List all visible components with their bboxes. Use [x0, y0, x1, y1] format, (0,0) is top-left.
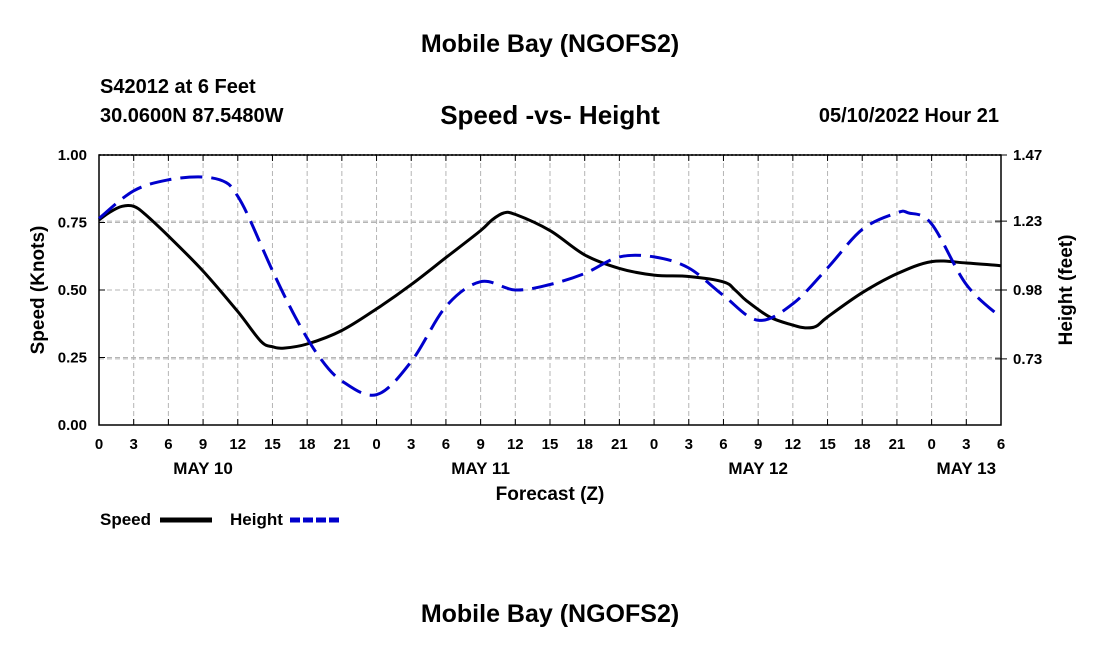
y-left-tick-label: 0.00 [58, 417, 87, 434]
footer-title: Mobile Bay (NGOFS2) [420, 600, 680, 628]
x-tick-label: 15 [542, 436, 559, 453]
x-tick-label: 6 [997, 436, 1005, 453]
series-line-speed [98, 203, 1002, 350]
y-right-tick-label: 1.23 [1013, 213, 1042, 230]
x-tick-label: 3 [685, 436, 693, 453]
x-tick-label: 3 [130, 436, 138, 453]
x-tick-label: 21 [334, 436, 351, 453]
chart-subtitle: Speed -vs- Height [440, 100, 660, 130]
legend-height-label: Height [230, 510, 283, 529]
date-label: MAY 10 [173, 459, 233, 478]
y-axis-right-label: Height (feet) [1056, 235, 1077, 346]
series [98, 175, 1003, 397]
x-tick-label: 15 [819, 436, 836, 453]
forecast-datetime: 05/10/2022 Hour 21 [818, 105, 999, 127]
y-right-tick-label: 1.47 [1013, 147, 1042, 164]
date-label: MAY 13 [937, 459, 997, 478]
y-left-tick-label: 0.25 [58, 350, 87, 367]
x-tick-label: 12 [507, 436, 524, 453]
x-tick-label: 9 [754, 436, 762, 453]
x-tick-label: 18 [299, 436, 316, 453]
x-tick-label: 21 [889, 436, 906, 453]
x-tick-label: 9 [199, 436, 207, 453]
x-tick-label: 15 [264, 436, 281, 453]
coordinates-label: 30.0600N 87.5480W [100, 105, 284, 127]
station-label: S42012 at 6 Feet [100, 76, 256, 98]
legend-speed-label: Speed [100, 510, 151, 529]
x-tick-label: 6 [442, 436, 450, 453]
y-left-tick-label: 1.00 [58, 147, 87, 164]
x-tick-label: 21 [611, 436, 628, 453]
y-left-tick-label: 0.50 [58, 282, 87, 299]
x-tick-label: 18 [854, 436, 871, 453]
axes: 0 3 6 9 12 15 18 21 0 3 6 9 12 15 18 21 0 3 6 9 12 15 18 21 0 3 6M… [58, 147, 1042, 478]
grid [99, 154, 1001, 425]
x-tick-label: 0 [95, 436, 103, 453]
date-label: MAY 11 [451, 459, 510, 478]
x-tick-label: 0 [372, 436, 380, 453]
x-tick-label: 0 [650, 436, 658, 453]
chart-title: Mobile Bay (NGOFS2) [420, 30, 680, 58]
y-axis-left-label: Speed (Knots) [28, 226, 49, 355]
x-tick-label: 12 [229, 436, 246, 453]
x-tick-label: 18 [576, 436, 593, 453]
y-right-tick-label: 0.98 [1013, 282, 1042, 299]
x-tick-label: 6 [719, 436, 727, 453]
y-left-tick-label: 0.75 [58, 215, 87, 232]
x-tick-label: 3 [962, 436, 970, 453]
x-tick-label: 12 [785, 436, 802, 453]
x-tick-label: 0 [927, 436, 935, 453]
y-right-tick-label: 0.73 [1013, 351, 1042, 368]
x-tick-label: 6 [164, 436, 172, 453]
series-line-height [98, 175, 1003, 397]
x-tick-label: 3 [407, 436, 415, 453]
date-label: MAY 12 [728, 459, 788, 478]
legend: Speed Height [100, 510, 342, 529]
x-tick-label: 9 [476, 436, 484, 453]
x-axis-label: Forecast (Z) [496, 484, 605, 505]
